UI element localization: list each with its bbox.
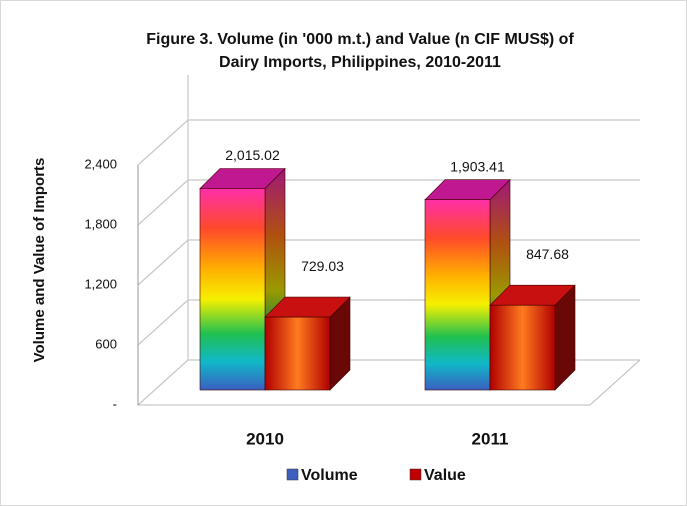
y-tick-label: 2,400 [84, 156, 117, 171]
bar [199, 188, 266, 391]
grid-line [137, 119, 640, 166]
legend-label: Volume [301, 467, 358, 484]
y-axis-title: Volume and Value of Imports [31, 158, 48, 363]
data-label: 2,015.02 [225, 147, 280, 163]
floor-edge [138, 359, 641, 406]
bar [264, 316, 331, 391]
bar [424, 199, 491, 391]
data-label: 729.03 [301, 258, 344, 274]
x-tick-label: 2011 [472, 429, 509, 448]
data-label: 847.68 [526, 246, 569, 262]
chart-title: Figure 3. Volume (in '000 m.t.) and Valu… [146, 31, 574, 48]
legend-swatch [286, 468, 299, 481]
y-tick-label: - [113, 396, 117, 411]
y-tick-label: 1,800 [84, 216, 117, 231]
bar [489, 304, 556, 391]
data-label: 1,903.41 [450, 158, 505, 174]
legend-swatch [409, 468, 422, 481]
y-tick-label: 600 [95, 336, 117, 351]
y-tick-label: 1,200 [84, 276, 117, 291]
x-tick-label: 2010 [246, 429, 284, 448]
legend-label: Value [424, 467, 466, 484]
chart-subtitle: Dairy Imports, Philippines, 2010-2011 [219, 54, 501, 71]
